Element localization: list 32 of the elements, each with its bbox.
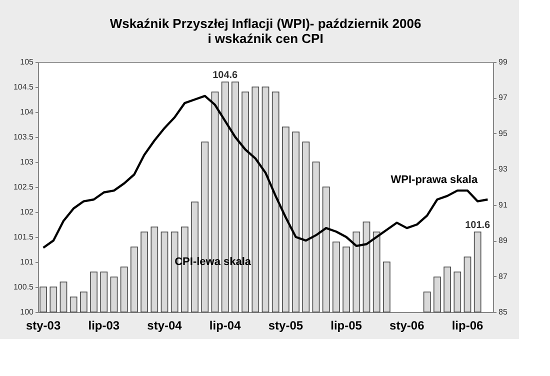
- chart-title: Wskaźnik Przyszłej Inflacji (WPI)- październik 2006 i wskaźnik cen CPI: [110, 16, 422, 46]
- y2-tick-label: 85: [498, 308, 508, 316]
- y2-tick-label: 93: [498, 164, 508, 174]
- x-tick-label: lip-03: [88, 318, 120, 332]
- y-tick-label: 102.5: [13, 182, 34, 192]
- y2-tick-label: 97: [498, 93, 508, 102]
- y-tick-label: 101: [20, 258, 34, 266]
- y-tick-label: 100: [20, 308, 34, 316]
- y2-tick-label: 99: [498, 58, 508, 66]
- y-tick-label: 103: [20, 158, 34, 166]
- y-tick-label: 103.5: [13, 132, 34, 142]
- y2-tick-label: 87: [498, 272, 508, 281]
- x-tick-label: lip-04: [209, 318, 242, 332]
- line-series: [42, 94, 489, 249]
- y-tick-label: 100.5: [13, 282, 34, 292]
- x-tick-label: sty-06: [390, 318, 425, 332]
- y2-tick-label: 95: [498, 128, 508, 138]
- x-tick-label: sty-04: [147, 318, 182, 332]
- y2-tick-label: 89: [498, 236, 508, 246]
- y-tick-label: 104.5: [13, 82, 34, 92]
- y-tick-label: 104: [20, 108, 34, 116]
- x-tick-label: lip-06: [452, 318, 484, 332]
- series-label: WPI-prawa skala: [390, 174, 478, 186]
- x-tick-label: lip-05: [330, 318, 362, 332]
- data-label: 104.6: [212, 70, 238, 81]
- y2-tick-label: 91: [498, 200, 508, 210]
- y-tick-label: 105: [20, 58, 34, 66]
- data-label: 101.6: [465, 220, 491, 231]
- y-tick-label: 102: [20, 208, 34, 216]
- y-tick-label: 101.5: [13, 232, 34, 242]
- x-tick-label: sty-05: [268, 318, 304, 332]
- x-tick-label: sty-03: [26, 318, 61, 332]
